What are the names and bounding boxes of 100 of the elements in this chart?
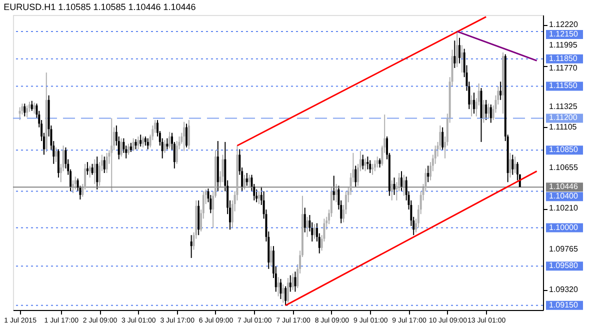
candlestick bbox=[91, 163, 94, 176]
candlestick bbox=[470, 94, 473, 117]
candlestick bbox=[198, 200, 200, 236]
ref-line-label: 1.11200 bbox=[549, 113, 578, 122]
candlestick bbox=[485, 99, 488, 121]
candlestick bbox=[137, 136, 140, 150]
candlestick bbox=[427, 165, 430, 183]
y-tick-label: 1.10655 bbox=[549, 162, 578, 172]
ref-line-label: 1.10850 bbox=[549, 145, 578, 154]
candlestick bbox=[282, 284, 284, 304]
candlestick bbox=[120, 138, 122, 158]
candlestick bbox=[393, 177, 396, 196]
candlestick bbox=[186, 123, 188, 148]
ref-line-label: 1.12150 bbox=[549, 30, 578, 39]
candlestick bbox=[335, 183, 338, 203]
candlestick bbox=[110, 118, 113, 192]
candlestick bbox=[472, 92, 475, 114]
y-tick-label: 1.10210 bbox=[549, 204, 578, 213]
y-tick-label: 1.09320 bbox=[549, 284, 578, 294]
candlestick bbox=[190, 234, 192, 258]
candlestick bbox=[246, 172, 248, 186]
candlestick bbox=[332, 175, 335, 201]
candlestick bbox=[500, 81, 502, 100]
candlestick bbox=[372, 163, 374, 176]
candlestick bbox=[289, 274, 292, 292]
candlestick bbox=[402, 174, 405, 196]
candlestick bbox=[512, 154, 514, 176]
candlestick bbox=[146, 138, 149, 150]
candlestick bbox=[284, 286, 287, 306]
candlestick bbox=[362, 154, 364, 170]
candlestick bbox=[72, 180, 74, 194]
candlestick bbox=[400, 170, 403, 192]
candlestick bbox=[378, 158, 381, 168]
candlestick bbox=[286, 278, 289, 304]
candlestick bbox=[456, 30, 458, 68]
candlestick bbox=[304, 207, 306, 233]
ref-line-label: 1.10000 bbox=[549, 222, 578, 232]
candlestick bbox=[183, 121, 186, 152]
ref-line-label: 1.10400 bbox=[549, 192, 578, 201]
candlestick bbox=[144, 136, 146, 146]
candlestick bbox=[188, 120, 190, 150]
ref-line-label: 1.09580 bbox=[549, 261, 578, 270]
candlestick bbox=[86, 162, 88, 176]
candlestick bbox=[176, 140, 178, 164]
candlestick bbox=[354, 165, 357, 188]
candlestick bbox=[487, 103, 490, 119]
candlestick bbox=[30, 100, 33, 112]
candlestick bbox=[369, 160, 372, 174]
candlestick bbox=[128, 143, 130, 156]
candlestick bbox=[509, 152, 512, 178]
candlestick bbox=[222, 154, 224, 183]
candlestick bbox=[26, 104, 28, 118]
candlestick bbox=[390, 180, 393, 201]
ref-line-label: 1.09150 bbox=[549, 300, 578, 310]
candlestick bbox=[364, 158, 366, 172]
candlestick bbox=[140, 134, 142, 148]
y-tick-label: 1.12220 bbox=[549, 20, 578, 30]
candlestick bbox=[243, 174, 246, 190]
y-tick-label: 1.11325 bbox=[549, 102, 578, 111]
candlestick bbox=[292, 272, 294, 290]
candlestick bbox=[374, 160, 376, 172]
candlestick bbox=[168, 131, 171, 149]
candlestick bbox=[270, 246, 272, 267]
candlestick bbox=[458, 37, 460, 64]
candlestick bbox=[88, 165, 91, 178]
candlestick bbox=[24, 103, 26, 117]
candlestick bbox=[277, 276, 280, 297]
candlestick bbox=[258, 190, 260, 205]
candlestick bbox=[96, 156, 98, 190]
y-tick-label: 1.09765 bbox=[549, 244, 578, 254]
candlestick bbox=[74, 176, 76, 190]
candlestick bbox=[33, 102, 36, 114]
candlestick bbox=[366, 156, 369, 170]
candlestick bbox=[482, 99, 485, 124]
candlestick bbox=[55, 146, 58, 163]
candlestick bbox=[103, 156, 106, 174]
candlestick bbox=[294, 271, 296, 292]
candlestick bbox=[164, 140, 166, 154]
ref-line-label: 1.11550 bbox=[549, 81, 578, 90]
candlestick bbox=[376, 156, 378, 168]
candlestick bbox=[134, 138, 137, 150]
candlestick bbox=[306, 216, 308, 238]
ref-line-label: 1.11850 bbox=[549, 54, 578, 63]
candlestick bbox=[460, 44, 463, 74]
candlestick bbox=[132, 138, 134, 152]
candlestick bbox=[442, 126, 444, 151]
y-tick-label: 1.11770 bbox=[549, 63, 578, 72]
chart-title: EURUSD.H1 1.10585 1.10585 1.10446 1.10446 bbox=[4, 2, 196, 12]
candlestick bbox=[130, 142, 132, 152]
candlestick bbox=[142, 136, 144, 148]
candlestick bbox=[514, 156, 516, 174]
candlestick bbox=[106, 152, 108, 174]
y-tick-label: 1.11995 bbox=[549, 40, 578, 50]
candlestick bbox=[280, 278, 282, 300]
candlestick bbox=[57, 148, 60, 178]
candlestick bbox=[18, 106, 21, 121]
candlestick bbox=[248, 174, 250, 188]
ref-line-label: 1.10446 bbox=[549, 182, 578, 192]
candlestick bbox=[490, 104, 492, 124]
candlestick bbox=[166, 138, 168, 150]
